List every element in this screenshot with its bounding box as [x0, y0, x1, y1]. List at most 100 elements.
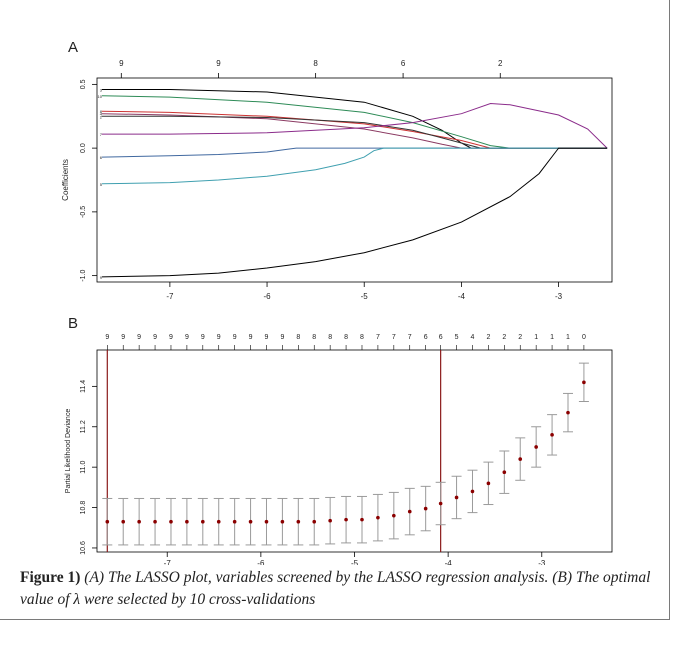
y-axis-label-a: Coefficients [61, 159, 70, 201]
plot-b-box [96, 349, 613, 553]
top-tick-label-b: 9 [201, 334, 205, 341]
deviance-point [137, 519, 141, 524]
top-tick-label-b: 9 [169, 334, 173, 341]
path-label: 5 [100, 182, 103, 187]
path-label: 6 [100, 155, 103, 160]
deviance-point [376, 515, 380, 520]
y-tick-label-b: 10.6 [80, 541, 87, 555]
top-tick-label-b: 9 [185, 334, 189, 341]
top-tick-label-a: 8 [313, 59, 318, 68]
y-tick-label-a: 0.5 [80, 79, 87, 89]
deviance-point [280, 519, 285, 524]
path-label: 3 [100, 87, 103, 92]
deviance-point [153, 519, 157, 524]
plot-a-box [96, 77, 613, 283]
deviance-point [360, 517, 364, 522]
x-tick-label-a: -5 [361, 292, 369, 301]
top-tick-label-b: 7 [392, 334, 396, 341]
coefficient-path [101, 115, 608, 149]
figure-label: Figure 1) [20, 569, 81, 586]
top-tick-label-b: 8 [328, 334, 332, 341]
top-tick-label-b: 9 [249, 334, 253, 341]
y-tick-label-b: 10.8 [80, 501, 87, 515]
figure-caption: Figure 1) (A) The LASSO plot, variables … [20, 567, 660, 611]
deviance-point [169, 519, 173, 524]
deviance-point [502, 470, 507, 475]
x-tick-label-a: -6 [263, 292, 271, 301]
deviance-point [264, 519, 269, 524]
cross-validation-plot: B -7 -6 -5 -4 -3 10.6 10.8 11.0 11.2 11.4 9 9 9 9 9 9 9 9 9… [65, 315, 613, 565]
figure-frame [0, 0, 670, 620]
deviance-point [201, 519, 205, 524]
coefficient-path [101, 110, 608, 149]
coefficient-path [101, 147, 608, 158]
x-tick-label-a: -4 [458, 292, 466, 301]
top-tick-label-b: 5 [455, 334, 459, 341]
x-tick-label-a: -3 [555, 292, 563, 301]
deviance-point [185, 519, 189, 524]
y-tick-label-a: -1.0 [80, 269, 87, 281]
y-tick-label-a: 0.0 [80, 143, 87, 153]
panel-label-b: B [68, 315, 78, 332]
deviance-point [105, 519, 110, 524]
deviance-point [232, 519, 237, 524]
path-label: 8 [100, 109, 103, 114]
deviance-point [550, 433, 554, 437]
deviance-point [438, 501, 443, 506]
top-tick-label-b: 2 [486, 334, 490, 341]
top-tick-label-b: 7 [376, 334, 380, 341]
top-tick-label-b: 9 [121, 334, 125, 341]
deviance-point [582, 380, 586, 385]
deviance-point [423, 506, 428, 511]
deviance-point [566, 410, 570, 415]
x-tick-label-b: -5 [351, 559, 359, 565]
top-tick-label-b: 8 [344, 334, 348, 341]
top-tick-label-b: 9 [217, 334, 221, 341]
x-tick-label-a: -7 [166, 292, 174, 301]
deviance-point [312, 519, 317, 524]
top-tick-label-b: 9 [137, 334, 141, 341]
y-tick-label-b: 11.4 [80, 380, 87, 393]
top-tick-label-b: 9 [280, 334, 284, 341]
top-tick-label-b: 8 [312, 334, 316, 341]
y-axis-label-b: Partial Likelihood Deviance [65, 409, 72, 494]
deviance-point [534, 445, 538, 449]
top-tick-label-b: 6 [424, 334, 428, 341]
top-tick-label-b: 2 [518, 334, 522, 341]
top-tick-label-b: 9 [233, 334, 237, 341]
coefficient-path [101, 147, 608, 278]
caption-text: (A) The LASSO plot, variables screened b… [20, 569, 651, 608]
x-tick-label-b: -7 [164, 559, 172, 565]
coefficient-path [101, 89, 608, 149]
top-tick-label-b: 9 [105, 334, 109, 341]
deviance-point [486, 481, 491, 486]
deviance-point [344, 517, 348, 522]
top-tick-label-b: 1 [566, 334, 570, 341]
coefficient-path [101, 113, 608, 149]
top-tick-label-b: 1 [550, 334, 554, 341]
top-tick-label-b: 8 [360, 334, 364, 341]
deviance-point [518, 457, 523, 461]
top-tick-label-b: 9 [153, 334, 157, 341]
top-tick-label-b: 1 [534, 334, 538, 341]
path-label: 7 [100, 132, 103, 137]
deviance-point [407, 509, 412, 514]
deviance-point [121, 519, 126, 524]
deviance-point [328, 518, 332, 523]
deviance-point [470, 489, 475, 494]
top-tick-label-b: 8 [296, 334, 300, 341]
path-label: 9 [100, 275, 103, 280]
x-tick-label-b: -3 [538, 559, 546, 565]
coefficient-path [101, 147, 608, 185]
top-tick-label-b: 2 [502, 334, 506, 341]
coefficient-path [101, 102, 608, 149]
deviance-point [296, 519, 301, 524]
lasso-coefficient-plot: A-7-6-5-4-3-1.0-0.50.00.599862Log Lambda… [61, 39, 613, 301]
path-label: 2 [100, 114, 103, 119]
x-tick-label-b: -6 [257, 559, 265, 565]
path-label: 10 [98, 94, 103, 99]
deviance-point [454, 495, 459, 500]
top-tick-label-b: 6 [439, 334, 443, 341]
x-tick-label-b: -4 [445, 559, 453, 565]
top-tick-label-a: 9 [119, 59, 124, 68]
